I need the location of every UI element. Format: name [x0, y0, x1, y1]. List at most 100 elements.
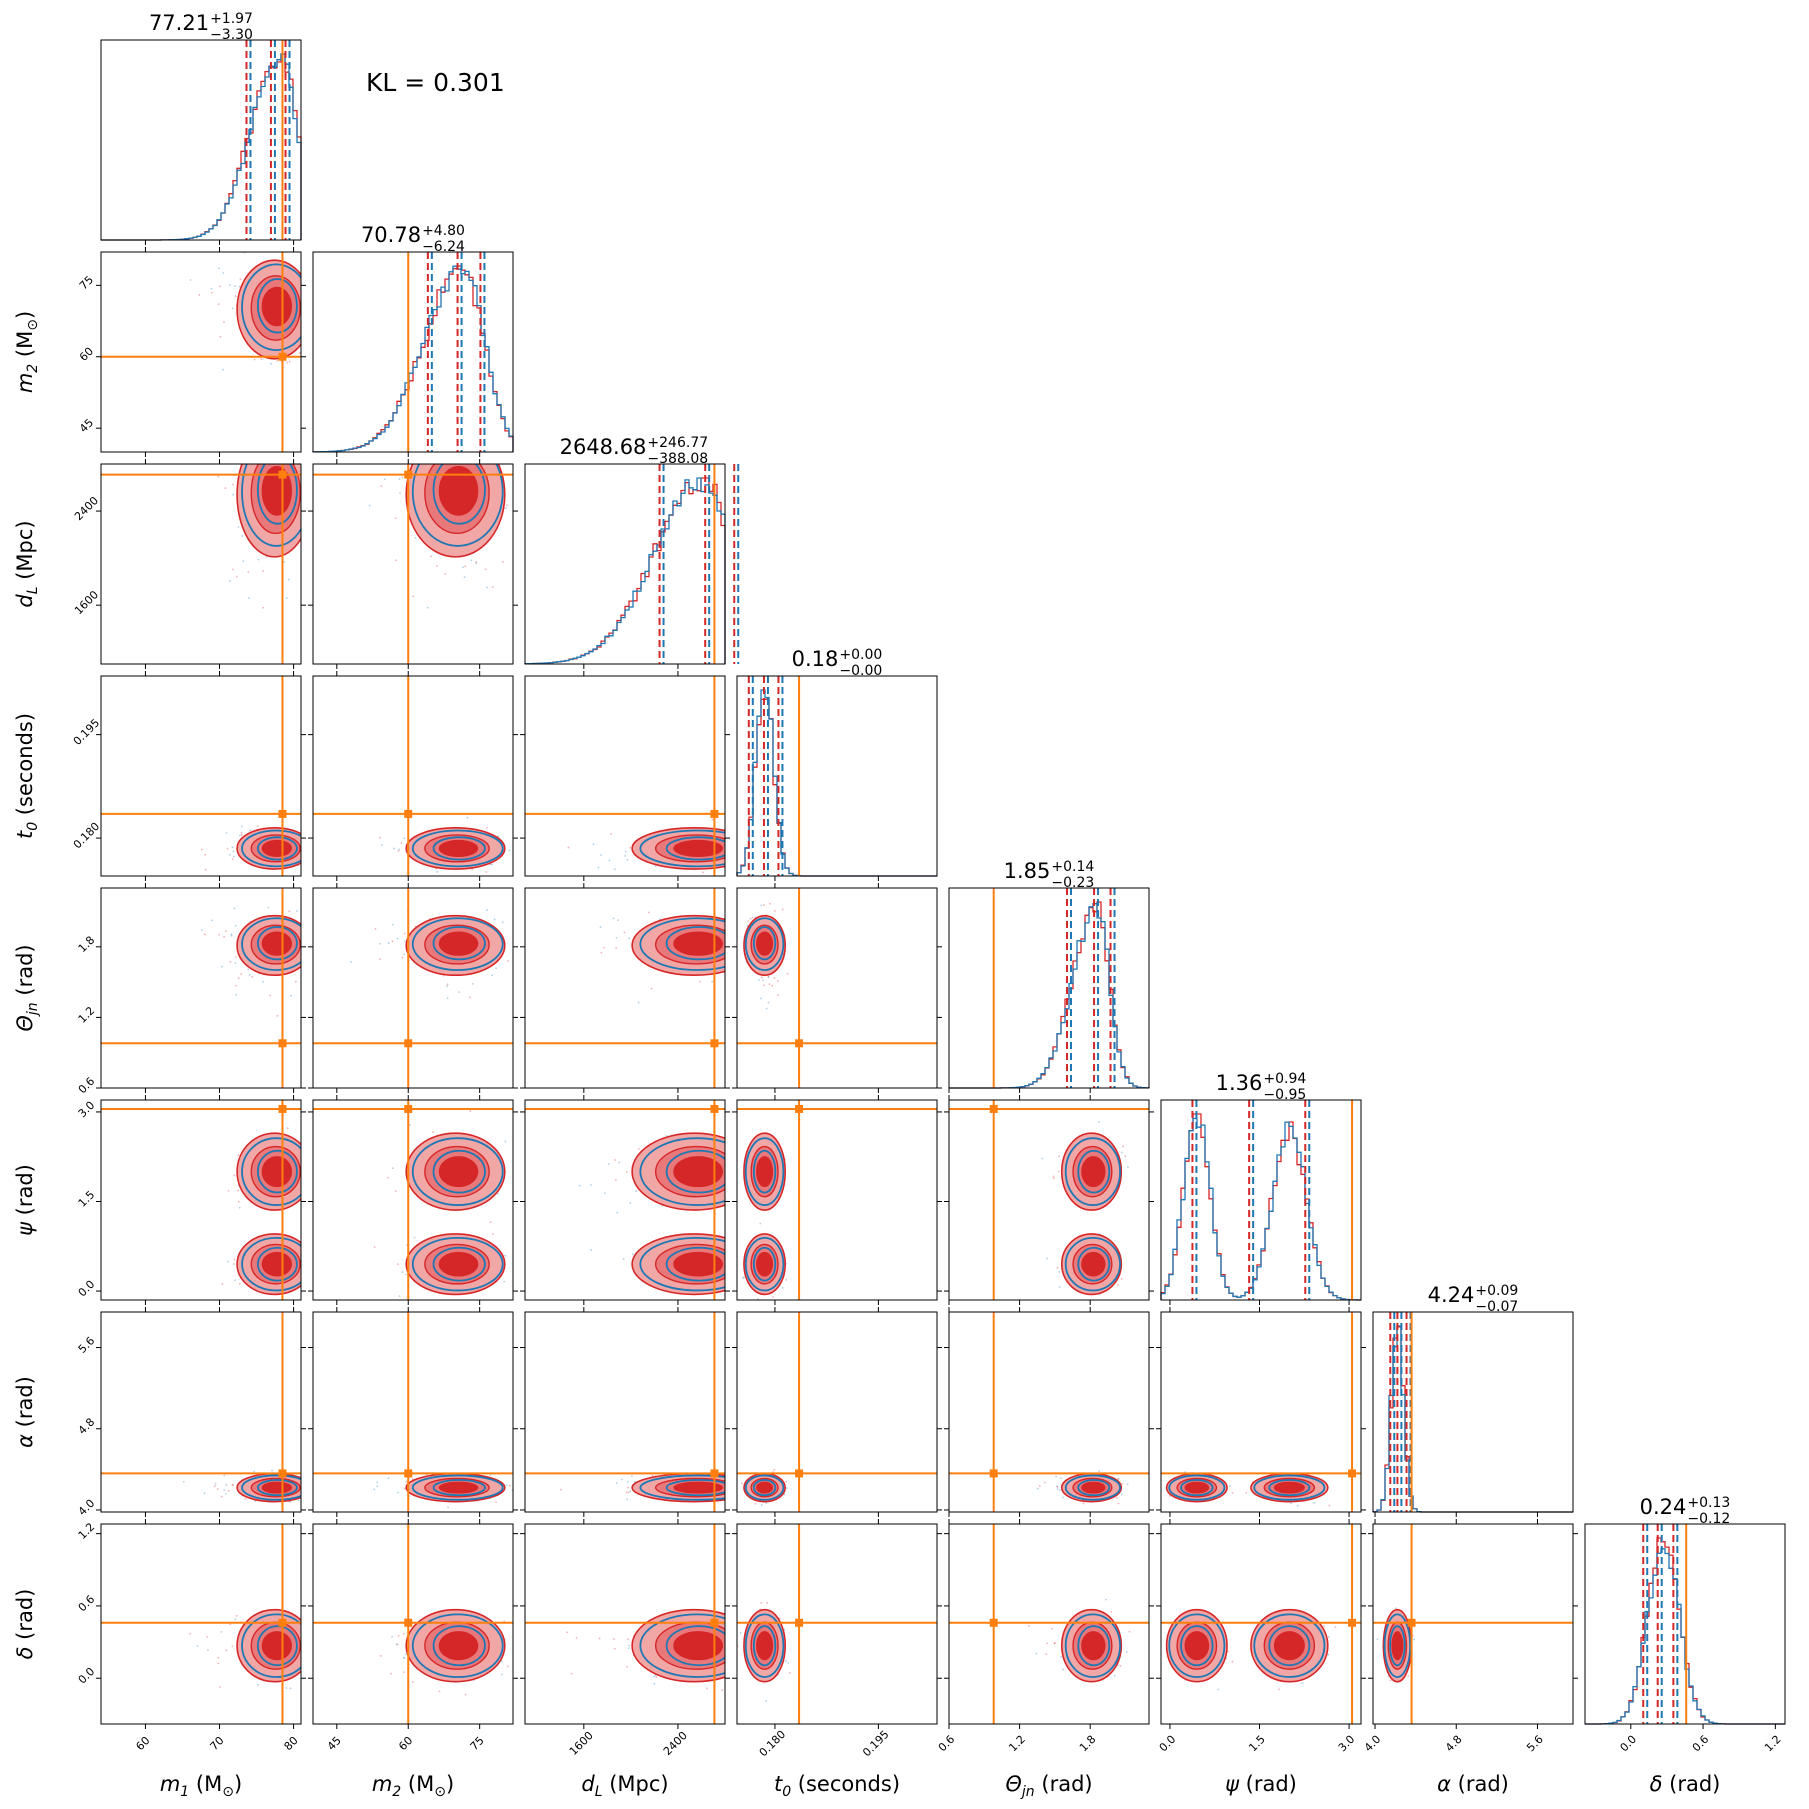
x-tick-label: 1.5: [1246, 1733, 1268, 1755]
sample-point: [623, 931, 626, 934]
sample-point: [225, 930, 227, 932]
sample-point: [730, 955, 732, 957]
sample-point: [612, 1638, 615, 1640]
sample-point: [396, 1263, 399, 1266]
x-axis-label-m1: m1 (M⊙): [160, 1772, 242, 1800]
sample-point: [283, 459, 285, 461]
sample-point: [491, 974, 494, 977]
sample-point: [234, 1618, 237, 1621]
histogram-red: [1372, 1326, 1573, 1513]
sample-point: [251, 975, 254, 978]
panel-frame: [312, 675, 514, 877]
y-tick-label: 1600: [72, 588, 101, 617]
sample-point: [1128, 1630, 1131, 1633]
sample-point: [781, 908, 784, 911]
sample-point: [729, 1609, 731, 1611]
sample-point: [451, 429, 453, 431]
contour-blue-inner: [752, 926, 777, 961]
contour-inner: [1184, 1481, 1210, 1494]
sample-point: [773, 909, 776, 912]
panel-frame: [312, 1099, 514, 1301]
panel-frame: [1372, 1523, 1574, 1725]
sample-point: [463, 576, 466, 578]
sample-point: [452, 461, 454, 463]
contour-inner: [261, 931, 293, 956]
sample-point: [405, 1480, 408, 1483]
sample-point: [229, 580, 231, 582]
sample-point: [757, 979, 760, 981]
sample-point: [740, 1271, 742, 1273]
sample-point: [203, 1492, 206, 1495]
sample-point: [304, 1175, 306, 1177]
sample-point: [1168, 1494, 1171, 1497]
sample-point: [247, 968, 250, 971]
contour-inner: [673, 931, 723, 956]
sample-point: [325, 498, 327, 500]
sample-point: [567, 846, 570, 849]
sample-point: [728, 1173, 730, 1175]
sample-point: [651, 1474, 654, 1477]
sample-point: [284, 455, 286, 457]
sample-point: [603, 946, 605, 949]
sample-point: [732, 1661, 734, 1663]
contour-inner: [261, 1156, 293, 1188]
contour-blue-inner: [665, 926, 725, 961]
sample-point: [256, 456, 258, 458]
contour-blue-inner: [665, 1479, 725, 1497]
sample-point: [397, 849, 400, 852]
sample-point: [237, 977, 240, 980]
sample-point: [1051, 1627, 1053, 1630]
contour-blue-outer: [744, 1137, 785, 1206]
sample-point: [742, 1492, 744, 1494]
sample-point: [317, 1276, 319, 1278]
sample-point: [260, 358, 263, 361]
sample-point: [232, 1483, 235, 1486]
sample-point: [626, 1481, 629, 1484]
sample-point: [620, 1478, 623, 1481]
sample-point: [505, 1484, 508, 1487]
sample-point: [262, 606, 265, 609]
contour-blue-outer: [411, 1474, 504, 1501]
panel-content: [525, 888, 732, 1088]
sample-point: [629, 846, 631, 849]
sample-point: [741, 1493, 743, 1495]
sample-point: [242, 560, 245, 563]
sample-point: [235, 956, 237, 958]
sample-point: [223, 935, 226, 938]
sample-point: [1046, 1642, 1049, 1645]
panel-content: [313, 888, 513, 1088]
sample-point: [238, 285, 241, 288]
sample-point: [228, 853, 231, 856]
sample-point: [1328, 1504, 1331, 1507]
sample-point: [280, 453, 282, 455]
contour-inner: [673, 1481, 723, 1494]
sample-point: [289, 1687, 292, 1690]
sample-point: [1027, 1624, 1030, 1627]
sample-point: [401, 956, 404, 959]
y-tick-label: 1.5: [76, 1188, 98, 1210]
sample-point: [1035, 1652, 1038, 1655]
sample-point: [332, 1267, 334, 1269]
contour-blue-inner: [1077, 1149, 1111, 1194]
sample-point: [1058, 1286, 1061, 1288]
panel-theta-vs-m2: [308, 883, 518, 1093]
contour-blue-inner: [1180, 1625, 1214, 1667]
sample-point: [514, 1660, 516, 1662]
panel-frame: [524, 887, 726, 1089]
sample-point: [330, 845, 332, 847]
sample-point: [350, 960, 353, 963]
sample-point: [629, 1490, 632, 1492]
sample-point: [318, 966, 320, 968]
sample-point: [501, 561, 504, 563]
panel-content: [101, 676, 332, 876]
sample-point: [1290, 1502, 1292, 1505]
sample-point: [223, 1474, 226, 1477]
sample-point: [1113, 1674, 1116, 1677]
sample-point: [521, 1649, 523, 1651]
sample-point: [391, 940, 394, 943]
contour-blue-inner: [256, 1625, 298, 1667]
sample-point: [624, 855, 627, 857]
sample-point: [296, 458, 298, 460]
sample-point: [231, 846, 234, 849]
sample-point: [786, 972, 789, 975]
